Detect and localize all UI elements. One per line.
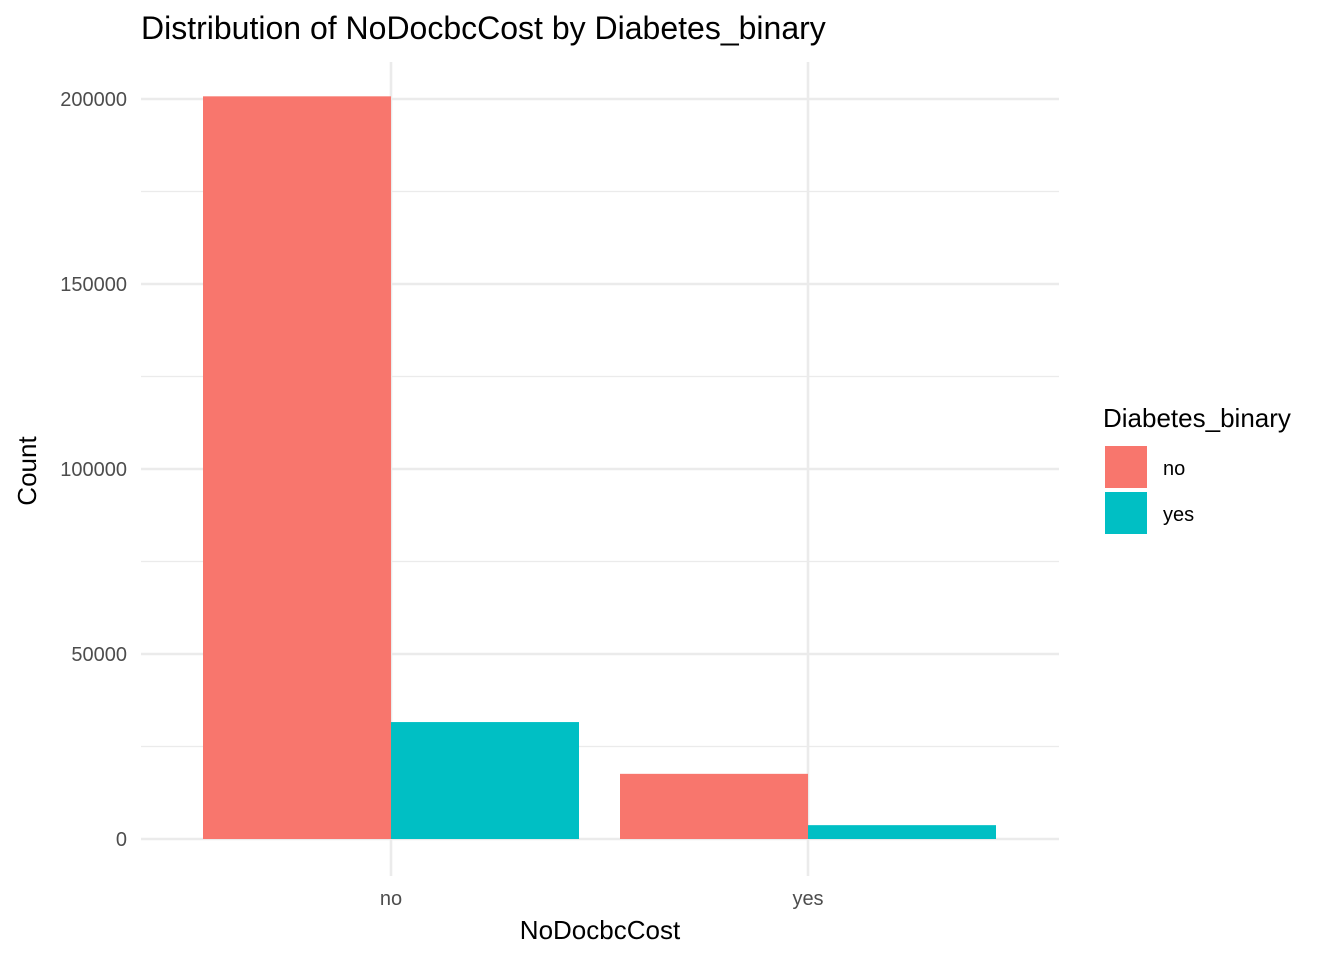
x-axis-title: NoDocbcCost	[520, 915, 681, 945]
tick-labels: 0 50000 100000 150000 200000 no yes	[60, 89, 823, 910]
bar-no-no	[203, 96, 391, 839]
y-axis-title: Count	[12, 436, 42, 506]
chart-title: Distribution of NoDocbcCost by Diabetes_…	[141, 10, 826, 46]
y-tick-label: 0	[116, 829, 127, 851]
legend: Diabetes_binary no yes	[1103, 403, 1291, 534]
bars	[203, 96, 996, 839]
y-tick-label: 50000	[71, 644, 127, 666]
y-tick-label: 200000	[60, 89, 127, 111]
y-tick-label: 100000	[60, 459, 127, 481]
y-tick-label: 150000	[60, 274, 127, 296]
x-tick-label: yes	[792, 888, 823, 910]
legend-key-yes	[1105, 492, 1147, 534]
legend-title: Diabetes_binary	[1103, 403, 1291, 433]
legend-label-no: no	[1163, 458, 1185, 480]
legend-key-no	[1105, 446, 1147, 488]
bar-no-yes	[391, 722, 579, 839]
bar-yes-yes	[808, 825, 996, 839]
bar-yes-no	[620, 773, 808, 839]
legend-label-yes: yes	[1163, 504, 1194, 526]
x-tick-label: no	[380, 888, 402, 910]
